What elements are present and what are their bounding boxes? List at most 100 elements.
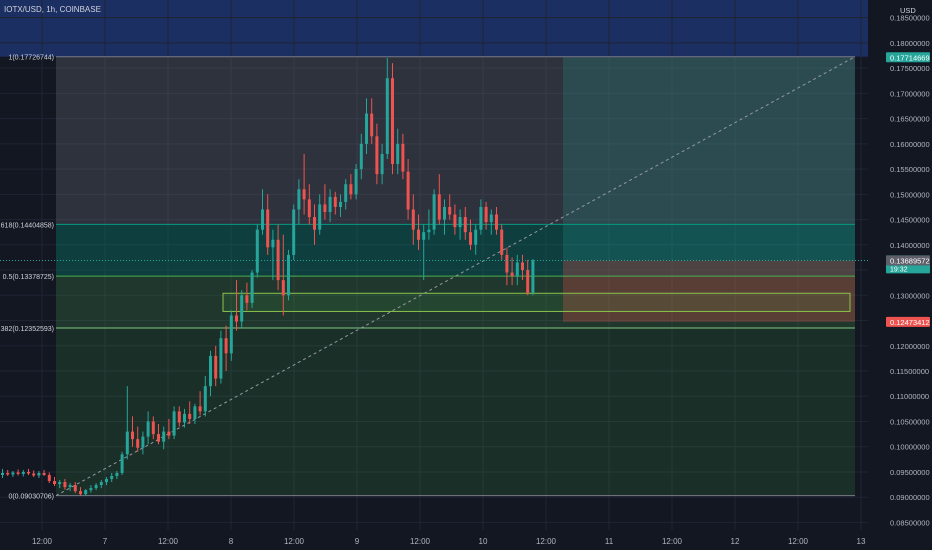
candle [99, 480, 103, 489]
candle-body [120, 454, 124, 473]
candle-body [214, 355, 218, 379]
candle-body [443, 206, 446, 220]
candle [68, 483, 72, 492]
candle-body [125, 431, 129, 455]
candle-body [359, 143, 363, 170]
candle-body [99, 482, 103, 486]
candle [136, 426, 140, 452]
candle [505, 247, 509, 286]
position-loss-zone [563, 260, 855, 322]
candle-body [463, 217, 467, 233]
candle-body [27, 471, 30, 474]
time-axis[interactable] [0, 530, 868, 550]
y-tick-label: 0.15500000 [890, 165, 930, 174]
candle-body [151, 421, 155, 435]
support-zone-rect[interactable] [222, 292, 851, 312]
x-tick-label: 12:00 [662, 537, 683, 546]
y-tick-label: 0.11500000 [890, 367, 929, 376]
price-axis[interactable] [868, 0, 932, 550]
candle-body [58, 482, 62, 485]
candle-body [370, 113, 374, 137]
y-tick-label: 0.09000000 [890, 493, 930, 502]
candle-body [266, 209, 270, 248]
candle-body [391, 78, 394, 165]
candle [250, 270, 254, 308]
candle [203, 376, 207, 417]
candle [229, 310, 233, 361]
candle [53, 477, 56, 487]
candle-body [323, 204, 327, 212]
candle-body [365, 113, 368, 144]
candle [521, 254, 524, 281]
candle [89, 485, 93, 493]
candle [27, 468, 30, 475]
candle-body [219, 338, 223, 379]
candle-body [84, 490, 88, 495]
candle-body [209, 355, 212, 387]
x-tick-label: 12:00 [410, 537, 431, 546]
candle-body [188, 413, 192, 419]
candle [240, 290, 244, 329]
candle-body [167, 431, 171, 436]
x-tick-label: 12:00 [32, 537, 53, 546]
candle [489, 209, 493, 235]
candle [177, 406, 181, 427]
candle [510, 257, 514, 286]
candle [349, 174, 353, 200]
candle-body [63, 482, 67, 488]
candle [318, 194, 322, 235]
candle-body [193, 406, 197, 419]
candle-body [16, 472, 20, 474]
candle [432, 189, 436, 235]
fib-level-label: 0.618(0.14404858) [0, 222, 54, 229]
candle-body [344, 184, 348, 202]
candle-body [437, 194, 441, 220]
candle [292, 204, 296, 260]
candle [58, 480, 62, 489]
candle-body [42, 472, 46, 475]
candle-body [406, 171, 410, 210]
candle [370, 98, 374, 144]
candle [6, 469, 10, 476]
candle-body [79, 491, 82, 495]
y-tick-label: 0.10500000 [890, 417, 930, 426]
y-tick-label: 0.18000000 [890, 39, 930, 48]
candle-body [349, 184, 353, 195]
candle-body [510, 272, 514, 277]
y-tick-label: 0.10000000 [890, 443, 930, 452]
candle [131, 416, 134, 447]
x-tick-label: 12:00 [158, 537, 179, 546]
candle-body [73, 485, 77, 492]
candle-body [224, 338, 228, 354]
candle-body [94, 485, 98, 489]
candle-body [354, 169, 358, 195]
candle-body [469, 232, 472, 245]
price-tag-bg [886, 316, 930, 327]
candle [406, 159, 410, 220]
price-tag-text: 0.17714669 [890, 53, 930, 62]
fib-level-label: 0(0.09030706) [8, 494, 54, 501]
candle [385, 58, 389, 159]
candle [297, 179, 301, 225]
candle [484, 201, 488, 230]
candle [515, 254, 519, 286]
candle-body [146, 421, 150, 437]
candle [443, 199, 446, 235]
currency-label: USD [900, 6, 916, 15]
candle-body [458, 217, 462, 228]
y-tick-label: 0.13000000 [890, 291, 930, 300]
candle-body [136, 439, 140, 448]
candle-body [245, 295, 249, 303]
candle-body [47, 474, 51, 482]
candle-body [172, 411, 176, 436]
candle-body [401, 143, 405, 172]
candle [141, 431, 145, 455]
candle [422, 224, 426, 281]
candle [391, 63, 394, 175]
y-tick-label: 0.12000000 [890, 342, 930, 351]
candle [115, 470, 119, 480]
price-tag: 0.12473412 [886, 316, 930, 327]
price-tag: 0.17714669 [886, 52, 930, 63]
